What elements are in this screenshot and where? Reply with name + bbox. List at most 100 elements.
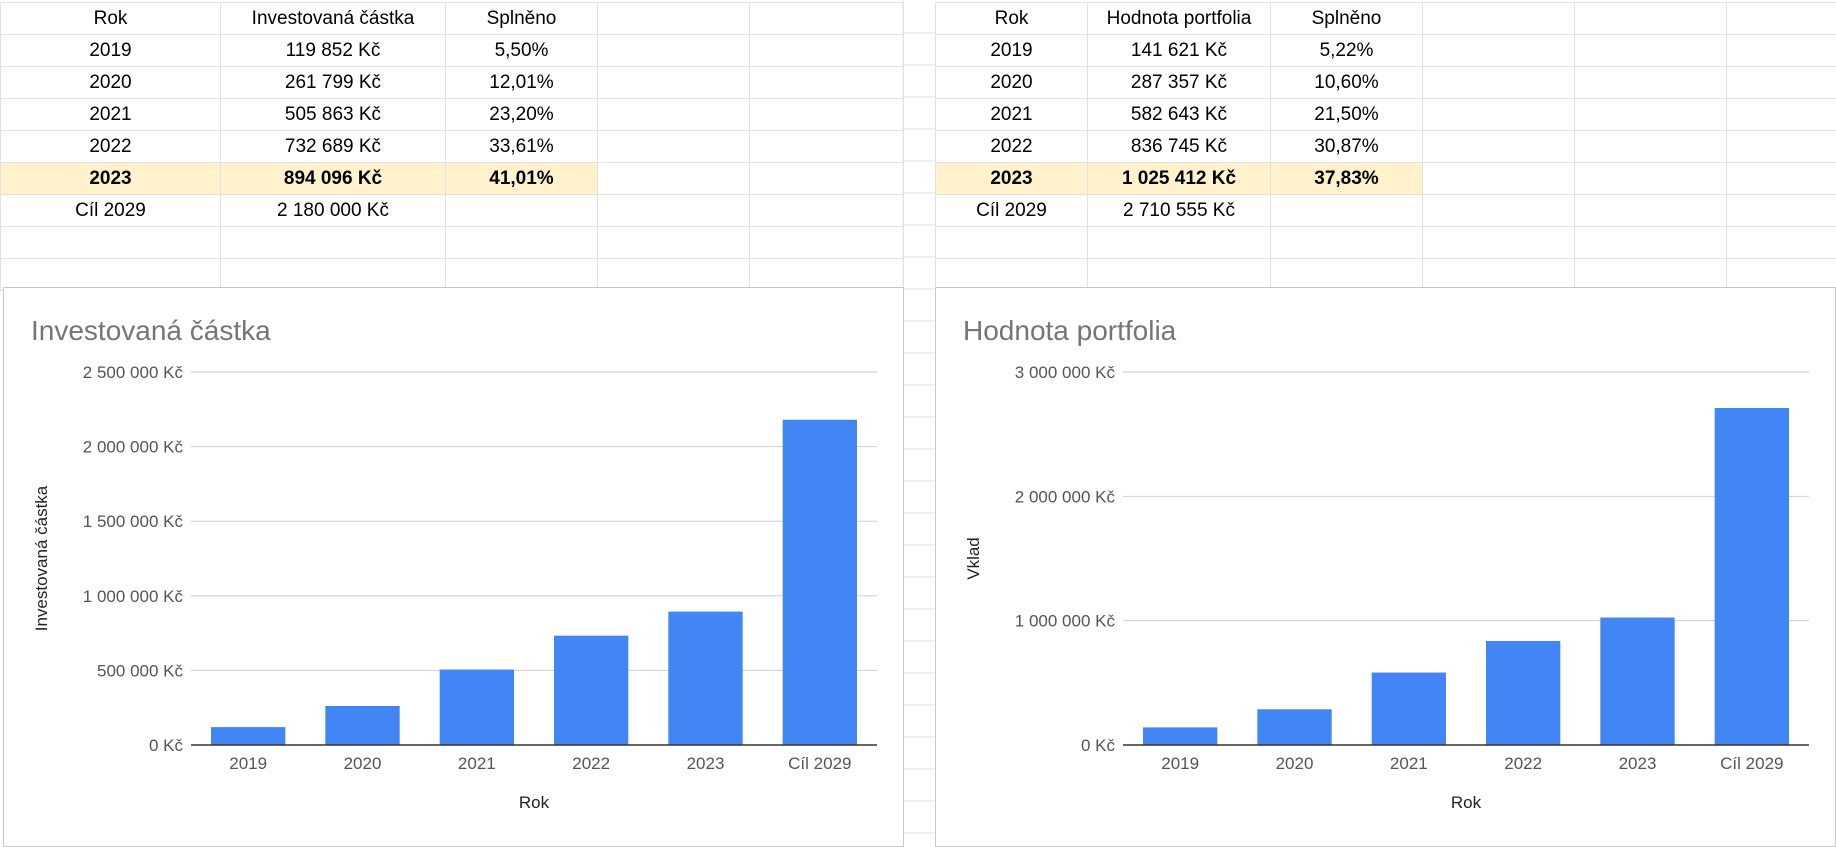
empty-cell[interactable] [1271, 227, 1423, 259]
empty-cell[interactable] [446, 259, 598, 291]
percent-cell[interactable]: 37,83% [1271, 163, 1423, 195]
empty-cell[interactable] [1423, 131, 1575, 163]
empty-cell[interactable] [1575, 131, 1727, 163]
percent-cell[interactable]: 33,61% [446, 131, 598, 163]
percent-cell[interactable]: 21,50% [1271, 99, 1423, 131]
amount-cell[interactable]: 141 621 Kč [1088, 35, 1271, 67]
bar[interactable] [1143, 727, 1217, 745]
year-cell[interactable]: 2019 [936, 35, 1088, 67]
empty-cell[interactable] [1575, 99, 1727, 131]
bar[interactable] [1257, 709, 1331, 745]
year-cell[interactable]: 2021 [1, 99, 221, 131]
header-cell[interactable]: Hodnota portfolia [1088, 3, 1271, 35]
empty-cell[interactable] [221, 259, 446, 291]
empty-cell[interactable] [1727, 35, 1836, 67]
amount-cell[interactable]: 732 689 Kč [221, 131, 446, 163]
percent-cell[interactable]: 30,87% [1271, 131, 1423, 163]
empty-cell[interactable] [936, 227, 1088, 259]
empty-cell[interactable] [750, 3, 904, 35]
empty-cell[interactable] [1575, 163, 1727, 195]
amount-cell[interactable]: 1 025 412 Kč [1088, 163, 1271, 195]
empty-cell[interactable] [750, 35, 904, 67]
percent-cell[interactable]: 41,01% [446, 163, 598, 195]
bar[interactable] [211, 727, 285, 745]
year-cell[interactable]: 2020 [1, 67, 221, 99]
year-cell[interactable]: 2019 [1, 35, 221, 67]
bar[interactable] [783, 420, 857, 745]
header-cell[interactable]: Splněno [446, 3, 598, 35]
bar[interactable] [1715, 408, 1789, 745]
bar[interactable] [1600, 618, 1674, 745]
percent-cell[interactable]: 5,22% [1271, 35, 1423, 67]
empty-cell[interactable] [1423, 163, 1575, 195]
empty-cell[interactable] [598, 131, 750, 163]
bar[interactable] [325, 706, 399, 745]
empty-cell[interactable] [1423, 67, 1575, 99]
empty-cell[interactable] [1423, 227, 1575, 259]
empty-cell[interactable] [1423, 259, 1575, 291]
empty-cell[interactable] [598, 99, 750, 131]
year-cell[interactable]: 2020 [936, 67, 1088, 99]
empty-cell[interactable] [750, 131, 904, 163]
empty-cell[interactable] [1575, 227, 1727, 259]
year-cell[interactable]: 2021 [936, 99, 1088, 131]
empty-cell[interactable] [750, 227, 904, 259]
empty-cell[interactable] [1575, 259, 1727, 291]
empty-cell[interactable] [1575, 67, 1727, 99]
amount-cell[interactable]: 836 745 Kč [1088, 131, 1271, 163]
bar[interactable] [1372, 673, 1446, 745]
empty-cell[interactable] [598, 195, 750, 227]
empty-cell[interactable] [1, 259, 221, 291]
header-cell[interactable]: Rok [936, 3, 1088, 35]
empty-cell[interactable] [1575, 35, 1727, 67]
empty-cell[interactable] [750, 259, 904, 291]
empty-cell[interactable] [1088, 259, 1271, 291]
empty-cell[interactable] [1575, 195, 1727, 227]
amount-cell[interactable]: 894 096 Kč [221, 163, 446, 195]
empty-cell[interactable] [1727, 227, 1836, 259]
empty-cell[interactable] [1423, 195, 1575, 227]
year-cell[interactable]: Cíl 2029 [936, 195, 1088, 227]
empty-cell[interactable] [1727, 67, 1836, 99]
bar[interactable] [668, 612, 742, 745]
amount-cell[interactable]: 119 852 Kč [221, 35, 446, 67]
empty-cell[interactable] [936, 259, 1088, 291]
amount-cell[interactable]: 287 357 Kč [1088, 67, 1271, 99]
empty-cell[interactable] [598, 227, 750, 259]
empty-cell[interactable] [1727, 3, 1836, 35]
empty-cell[interactable] [1727, 99, 1836, 131]
empty-cell[interactable] [598, 259, 750, 291]
empty-cell[interactable] [598, 163, 750, 195]
bar[interactable] [440, 670, 514, 745]
empty-cell[interactable] [1423, 35, 1575, 67]
empty-cell[interactable] [1423, 99, 1575, 131]
header-cell[interactable]: Rok [1, 3, 221, 35]
empty-cell[interactable] [1727, 131, 1836, 163]
year-cell[interactable]: 2023 [1, 163, 221, 195]
empty-cell[interactable] [1, 227, 221, 259]
empty-cell[interactable] [750, 195, 904, 227]
empty-cell[interactable] [598, 3, 750, 35]
header-cell[interactable]: Investovaná částka [221, 3, 446, 35]
year-cell[interactable]: 2022 [936, 131, 1088, 163]
empty-cell[interactable] [598, 35, 750, 67]
empty-cell[interactable] [750, 67, 904, 99]
year-cell[interactable]: Cíl 2029 [1, 195, 221, 227]
empty-cell[interactable] [1727, 259, 1836, 291]
empty-cell[interactable] [750, 163, 904, 195]
percent-cell[interactable] [446, 195, 598, 227]
year-cell[interactable]: 2022 [1, 131, 221, 163]
empty-cell[interactable] [446, 227, 598, 259]
header-cell[interactable]: Splněno [1271, 3, 1423, 35]
percent-cell[interactable]: 23,20% [446, 99, 598, 131]
empty-cell[interactable] [1575, 3, 1727, 35]
empty-cell[interactable] [1088, 227, 1271, 259]
amount-cell[interactable]: 582 643 Kč [1088, 99, 1271, 131]
empty-cell[interactable] [750, 99, 904, 131]
year-cell[interactable]: 2023 [936, 163, 1088, 195]
percent-cell[interactable] [1271, 195, 1423, 227]
empty-cell[interactable] [221, 227, 446, 259]
bar[interactable] [554, 636, 628, 745]
empty-cell[interactable] [1423, 3, 1575, 35]
